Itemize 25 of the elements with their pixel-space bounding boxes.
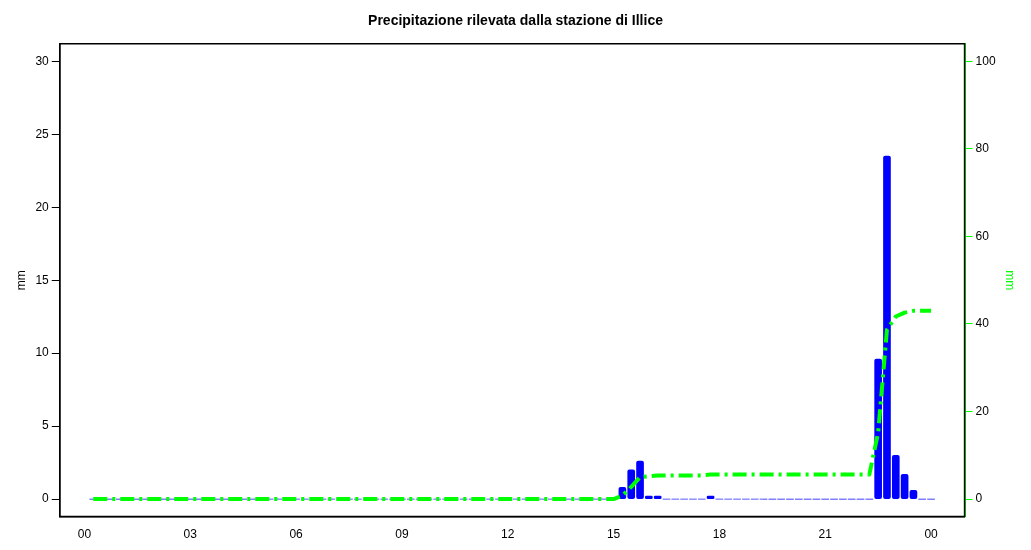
y-tick-label: 0 <box>42 491 50 506</box>
y2-tick-label: 80 <box>975 141 990 156</box>
y-tick-label: 10 <box>35 345 50 360</box>
y-tick-label: 30 <box>35 53 50 68</box>
y-tick-label: 15 <box>35 272 50 287</box>
x-tick-label: 15 <box>606 527 621 542</box>
y-tick-label: 5 <box>42 418 50 433</box>
x-tick-label: 18 <box>712 527 727 542</box>
x-tick-label: 00 <box>77 527 92 542</box>
y-tick-label: 25 <box>35 126 50 141</box>
chart-title: Precipitazione rilevata dalla stazione di Illice <box>368 12 664 29</box>
y-axis-title: mm <box>13 270 28 291</box>
x-tick-label: 09 <box>395 527 409 542</box>
x-tick-label: 03 <box>183 527 198 542</box>
x-tick-label: 06 <box>289 527 304 542</box>
x-tick-label: 21 <box>818 527 833 542</box>
y2-tick-label: 0 <box>975 491 983 506</box>
y2-tick-label: 60 <box>975 228 990 243</box>
y-tick-label: 20 <box>35 199 50 214</box>
y2-tick-label: 100 <box>975 53 996 68</box>
y2-tick-label: 20 <box>975 403 990 418</box>
x-tick-label: 00 <box>924 527 939 542</box>
y2-tick-label: 40 <box>975 316 990 331</box>
x-tick-label: 12 <box>501 527 515 542</box>
y2-axis-title: mm <box>1003 270 1018 291</box>
